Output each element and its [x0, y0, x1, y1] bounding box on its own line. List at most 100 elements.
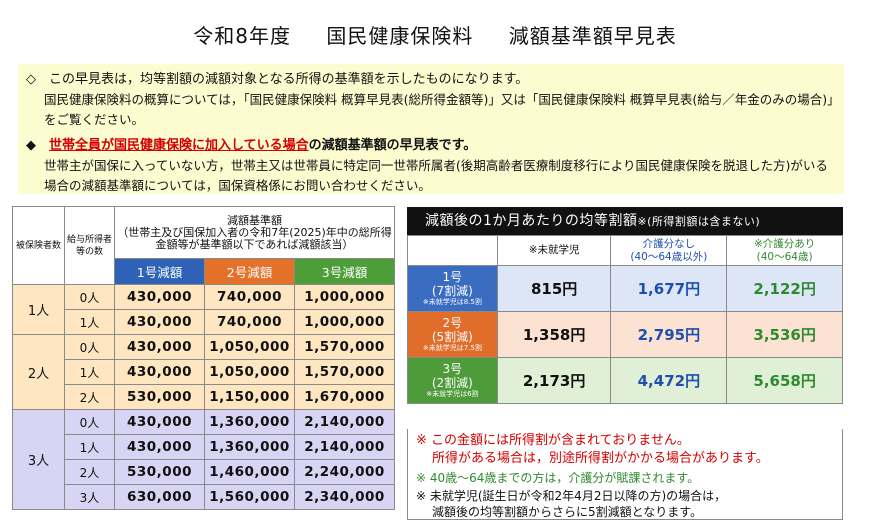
note-income-excluded: ※ この金額には所得割が含まれておりません。: [416, 433, 690, 448]
reduction-base-table: 被保険者数 給与所得者等の数 減額基準額 （世帯主及び国保加入者の令和7年(20…: [12, 206, 395, 510]
row-count: 1人: [64, 434, 115, 460]
row-label-note: ※未就学児は8.5割: [422, 298, 482, 306]
title-year: 令和8年度: [193, 24, 291, 48]
col-header-reduction-2: 2号減額: [204, 258, 295, 285]
cell-reduction-3: 1,000,000: [294, 284, 395, 310]
table-row: 2人 530,000 1,150,000 1,670,000: [13, 384, 395, 410]
cell-reduction-3: 2,140,000: [294, 434, 395, 460]
monthly-notes: ※ この金額には所得割が含まれておりません。 所得がある場合は，別途所得割がかか…: [407, 429, 843, 520]
row-label-grade: 2号: [442, 316, 463, 330]
col-header-salary-count: 給与所得者等の数: [64, 206, 115, 285]
cell-reduction-2: 1,460,000: [204, 459, 295, 485]
cell-no-care: 4,472円: [610, 357, 728, 404]
cell-reduction-1: 630,000: [114, 484, 205, 510]
group-label: 1人: [12, 284, 65, 335]
cell-reduction-3: 1,000,000: [294, 309, 395, 335]
note-line-3-highlight: 世帯全員が国民健康保険に加入している場合: [49, 138, 309, 153]
row-label-rate: (7割減): [431, 284, 473, 298]
row-count: 3人: [64, 484, 115, 510]
corner-cell: [407, 235, 498, 266]
cell-reduction-2: 1,360,000: [204, 409, 295, 435]
note-line-4: 世帯主が国保に入っていない方，世帯主又は世帯員に特定同一世帯所属者(後期高齢者医…: [44, 158, 828, 193]
note-preschool-1: ※ 未就学児(誕生日が令和2年4月2日以降の方)の場合は，: [416, 489, 727, 503]
cell-with-care: 5,658円: [726, 357, 843, 404]
note-line-3-prefix: ◆: [26, 138, 49, 153]
table-row: 1人 0人 430,000 740,000 1,000,000: [12, 284, 395, 335]
group-label: 2人: [12, 334, 65, 410]
cell-reduction-2: 1,050,000: [204, 359, 295, 385]
table-row: 2号 (5割減) ※未就学児は7.5割 1,358円 2,795円 3,536円: [407, 311, 843, 358]
cell-reduction-2: 740,000: [204, 309, 295, 335]
cell-reduction-2: 1,360,000: [204, 434, 295, 460]
table-row: 2人 530,000 1,460,000 2,240,000: [13, 459, 395, 485]
cell-reduction-1: 530,000: [114, 459, 205, 485]
row-count: 1人: [64, 309, 115, 335]
cell-reduction-2: 1,150,000: [204, 384, 295, 410]
cell-reduction-3: 2,340,000: [294, 484, 395, 510]
page-title: 令和8年度 国民健康保険料 減額基準額早見表: [0, 20, 870, 49]
note-line-2: 国民健康保険料の概算については，「国民健康保険料 概算早見表(総所得金額等)」又…: [44, 92, 834, 127]
table-row: 3人 630,000 1,560,000 2,340,000: [13, 484, 395, 510]
monthly-header-note: ※(所得割額は含まない): [637, 215, 761, 228]
note-line-3: ◆ 世帯全員が国民健康保険に加入している場合の減額基準額の早見表です。: [26, 136, 836, 156]
note-preschool-2: 減額後の均等割額からさらに5割減額となります。: [432, 505, 703, 519]
cell-reduction-2: 740,000: [204, 284, 295, 310]
cell-reduction-3: 2,140,000: [294, 409, 395, 435]
table-row: 1人 430,000 1,050,000 1,570,000: [13, 359, 395, 385]
note-care-levy: ※ 40歳～64歳までの方は，介護分が賦課されます。: [416, 471, 700, 485]
table-row: 1人 430,000 1,360,000 2,140,000: [13, 434, 395, 460]
monthly-header-title: 減額後の1か月あたりの均等割額: [425, 213, 638, 229]
cell-reduction-3: 1,570,000: [294, 359, 395, 385]
base-title: 減額基準額: [227, 213, 282, 227]
cell-reduction-1: 430,000: [114, 434, 205, 460]
cell-reduction-3: 2,240,000: [294, 459, 395, 485]
intro-notes: ◇ この早見表は，均等割額の減額対象となる所得の基準額を示したものになります。 …: [18, 64, 844, 194]
group-label: 3人: [12, 409, 65, 510]
cell-preschool: 815円: [496, 265, 612, 312]
cell-preschool: 2,173円: [496, 357, 612, 404]
cell-reduction-1: 430,000: [114, 309, 205, 335]
cell-reduction-1: 530,000: [114, 384, 205, 410]
table-row: 1号 (7割減) ※未就学児は8.5割 815円 1,677円 2,122円: [407, 265, 843, 312]
cell-reduction-1: 430,000: [114, 409, 205, 435]
row-label: 3号 (2割減) ※未就学児は6割: [407, 357, 498, 404]
monthly-equal-share-table: ※未就学児 介護分なし (40～64歳以外) ※介護分あり (40～64歳) 1…: [407, 235, 843, 404]
cell-reduction-1: 430,000: [114, 359, 205, 385]
row-count: 1人: [64, 359, 115, 385]
cell-reduction-1: 430,000: [114, 284, 205, 310]
cell-reduction-3: 1,570,000: [294, 334, 395, 360]
note-line-3-suffix: の減額基準額の早見表です。: [308, 138, 477, 153]
monthly-equal-share-panel: 減額後の1か月あたりの均等割額※(所得割額は含まない) ※未就学児 介護分なし …: [407, 207, 843, 404]
cell-no-care: 2,795円: [610, 311, 728, 358]
cell-no-care: 1,677円: [610, 265, 728, 312]
title-subject: 国民健康保険料: [326, 24, 474, 48]
col-header-base: 減額基準額 （世帯主及び国保加入者の令和7年(2025)年中の総所得金額等が基準…: [114, 206, 395, 259]
table-row: 2人 0人 430,000 1,050,000 1,570,000: [12, 334, 395, 410]
col-header-reduction-1: 1号減額: [114, 258, 205, 285]
cell-with-care: 3,536円: [726, 311, 843, 358]
row-count: 2人: [64, 459, 115, 485]
col-header-insured: 被保険者数: [12, 206, 65, 285]
base-desc: （世帯主及び国保加入者の令和7年(2025)年中の総所得金額等が基準額以下であれ…: [117, 225, 392, 251]
col-header-reduction-3: 3号減額: [294, 258, 395, 285]
row-label-rate: (2割減): [431, 376, 473, 390]
table-row: 1人 430,000 740,000 1,000,000: [13, 309, 395, 335]
row-label-grade: 3号: [442, 362, 463, 376]
row-count: 0人: [64, 409, 115, 435]
row-label-rate: (5割減): [431, 330, 473, 344]
cell-preschool: 1,358円: [496, 311, 612, 358]
row-count: 0人: [64, 334, 115, 360]
note-income-extra: 所得がある場合は，別途所得割がかかる場合があります。: [432, 451, 769, 466]
row-label-note: ※未就学児は6割: [426, 390, 479, 398]
row-count: 2人: [64, 384, 115, 410]
row-label-note: ※未就学児は7.5割: [422, 344, 482, 352]
table-row: 3人 0人 430,000 1,360,000 2,140,000: [12, 409, 395, 510]
title-table-name: 減額基準額早見表: [508, 24, 677, 48]
row-count: 0人: [64, 284, 115, 310]
cell-reduction-2: 1,050,000: [204, 334, 295, 360]
cell-reduction-2: 1,560,000: [204, 484, 295, 510]
cell-reduction-3: 1,670,000: [294, 384, 395, 410]
note-line-1: ◇ この早見表は，均等割額の減額対象となる所得の基準額を示したものになります。: [26, 72, 529, 87]
table-row: 3号 (2割減) ※未就学児は6割 2,173円 4,472円 5,658円: [407, 357, 843, 404]
monthly-header: 減額後の1か月あたりの均等割額※(所得割額は含まない): [407, 207, 843, 235]
